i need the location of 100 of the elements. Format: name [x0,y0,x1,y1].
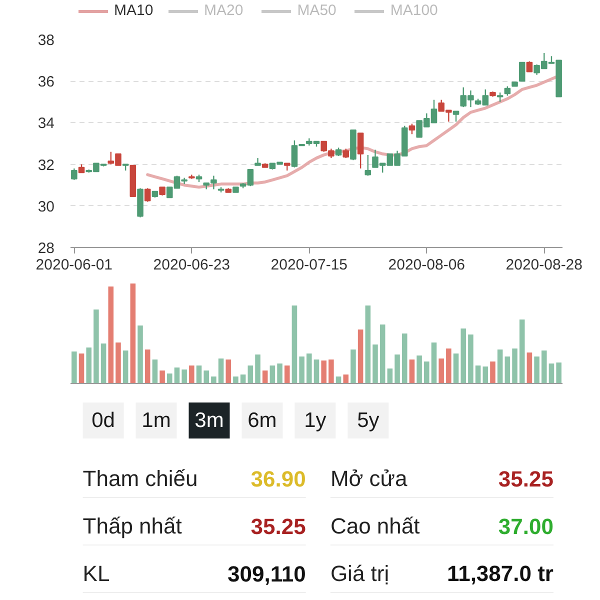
bar [299,356,304,384]
bar [226,360,232,384]
bar [526,352,532,384]
bar [218,358,224,384]
x-tick-label: 2020-07-15 [270,256,348,274]
bar [482,366,488,384]
bar [343,374,349,384]
candlestick [342,148,350,159]
y-tick-label: 28 [38,240,55,257]
y-tick-label: 38 [38,32,55,49]
bar [130,284,136,384]
text: Mở cửa [330,466,408,491]
bar [270,366,276,384]
bar [365,306,371,384]
bar [204,370,209,384]
bar [542,350,547,384]
bar [211,376,216,384]
x-tick-label: 2020-06-01 [36,256,113,274]
bar [380,324,386,384]
bar [358,330,364,384]
bar [438,358,444,384]
bar [497,350,503,384]
candlestick [526,60,533,72]
bar [284,366,290,384]
text: 35.25 [250,514,306,539]
text: 5y [357,409,380,432]
bar [255,354,260,384]
text: 3m [194,409,224,432]
bar [387,368,393,384]
text: 37.00 [498,514,554,539]
text: Tham chiếu [82,466,198,491]
text: Cao nhất [330,514,420,538]
text: 1y [304,409,327,432]
bar [277,364,282,384]
bar [556,362,562,384]
bar [372,344,378,384]
bar [453,354,459,384]
bar [116,342,121,384]
text: 6m [248,409,277,432]
y-tick-label: 30 [38,198,55,216]
bar [100,344,106,384]
candlestick [408,123,416,135]
bar [189,366,194,384]
bar [460,328,466,384]
bar [475,366,481,384]
bar [108,286,114,384]
bar [394,354,400,384]
bar [166,374,172,384]
candlestick [71,168,78,180]
legend-label: MA20 [204,2,244,19]
bar [328,360,334,384]
bar [262,370,268,384]
bar [160,370,165,384]
bar [314,360,320,384]
bar [233,376,238,384]
y-tick-label: 32 [38,156,55,174]
text: 1m [142,409,171,432]
text: 0d [92,409,115,432]
bar [94,310,99,384]
bar [152,360,158,384]
bar [512,348,518,384]
text: 309,110 [228,562,306,586]
legend-label: MA10 [114,2,154,19]
candlestick [452,110,460,122]
bar [78,354,84,384]
y-tick-label: 36 [38,74,55,91]
bar [306,354,312,384]
candlestick [518,62,526,82]
bar [350,350,356,384]
candlestick [364,154,372,176]
bar [122,350,128,384]
text: 36.90 [250,466,306,492]
bar [409,360,415,384]
bar [548,364,554,384]
text: 11,387.0 tr [447,561,554,586]
x-tick-label: 2020-08-28 [506,256,583,274]
text: 35.25 [498,466,554,492]
y-tick-label: 34 [38,115,55,132]
bar [424,362,430,384]
bar [174,368,180,384]
legend-label: MA50 [297,2,336,19]
bar [72,352,77,384]
text: Thấp nhất [82,514,182,538]
bar [402,334,408,384]
candlestick [144,188,151,202]
bar [446,348,452,384]
bar [86,348,92,384]
legend-label: MA100 [390,2,438,19]
bar [248,366,254,384]
x-tick-label: 2020-06-23 [153,256,230,274]
bar [468,334,474,384]
bar [534,356,540,384]
candlestick [504,86,511,96]
candlestick [496,92,504,102]
text: Giá trị [330,561,390,586]
bar [504,356,510,384]
candlestick [357,132,364,170]
bar [292,306,298,384]
bar [138,326,143,384]
bar [431,342,437,384]
